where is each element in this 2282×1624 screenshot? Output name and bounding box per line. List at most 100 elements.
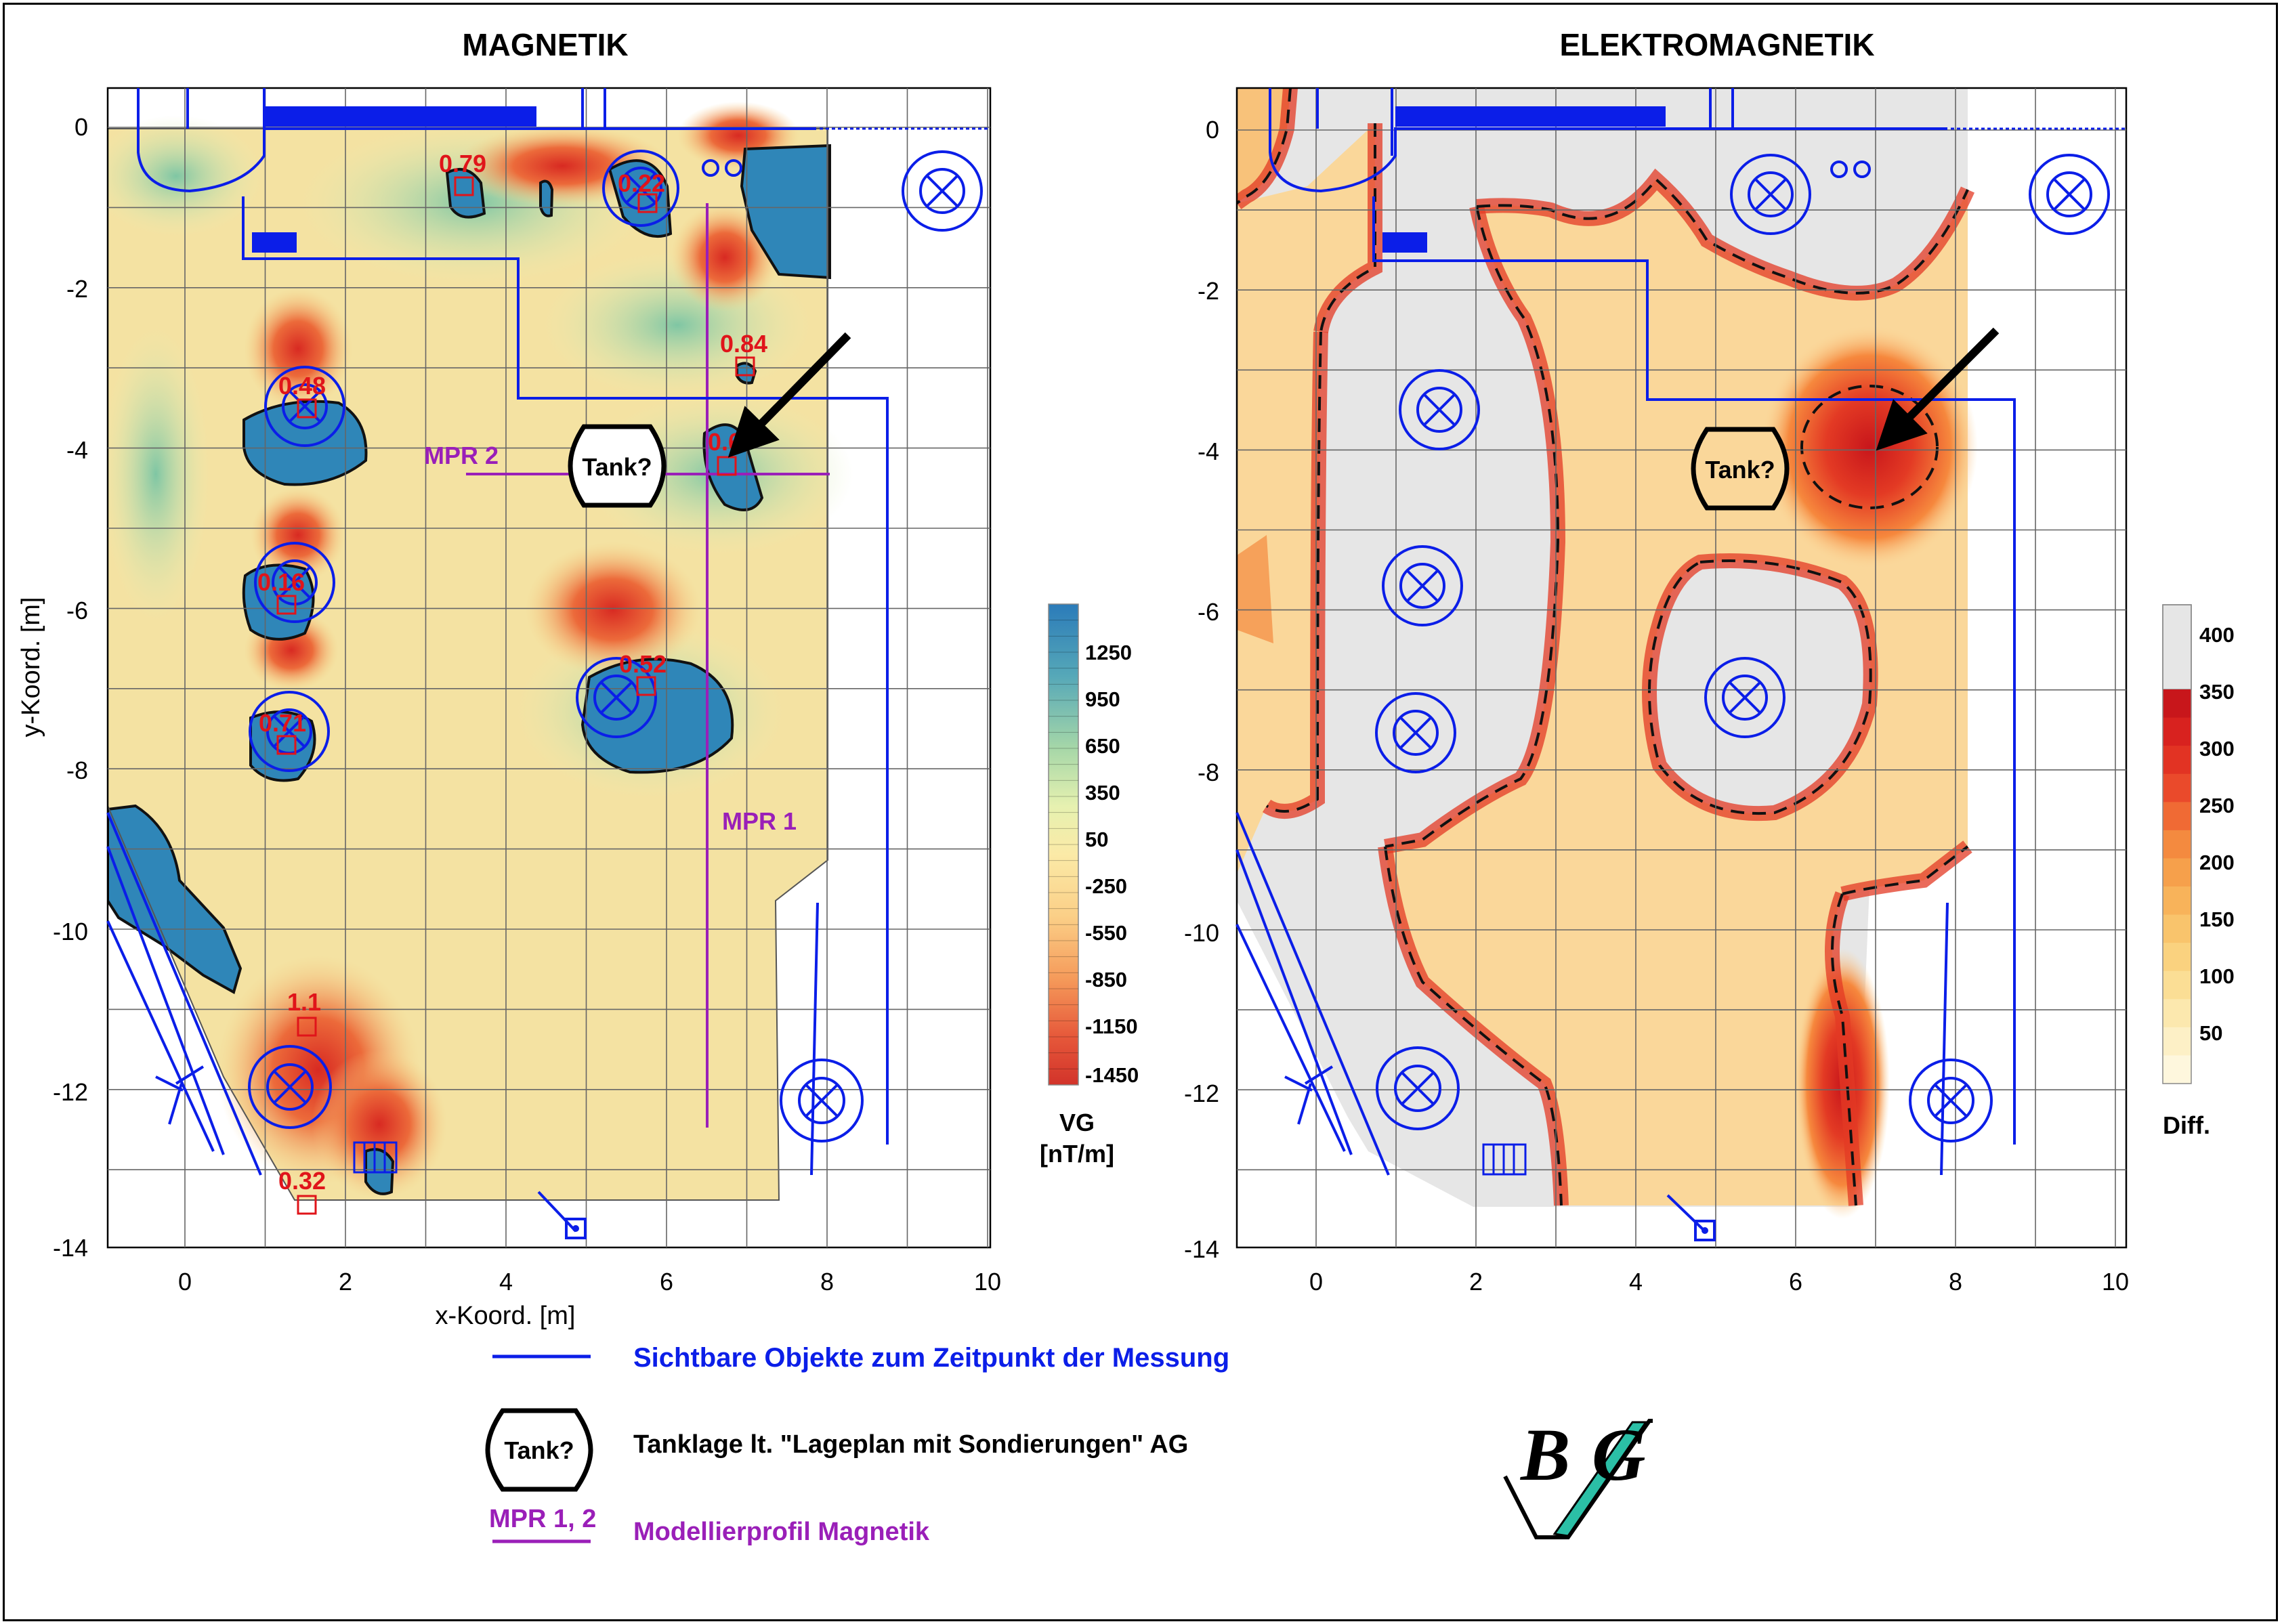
legend-visible-objects-text: Sichtbare Objekte zum Zeitpunkt der Mess… xyxy=(633,1343,1229,1373)
diff-colorbar-band xyxy=(2163,1055,2191,1084)
diff-colorbar-band xyxy=(2163,943,2191,972)
magnetik-blue-anomaly xyxy=(608,159,673,238)
magnetik-ytick: -6 xyxy=(66,597,88,624)
magnetik-ylabel: y-Koord. [m] xyxy=(17,597,45,738)
anomaly-label: 0.22 xyxy=(618,169,665,197)
elektromagnetik-title: ELEKTROMAGNETIK xyxy=(1559,27,1874,62)
magnetik-ytick: -12 xyxy=(53,1078,88,1106)
elektromagnetik-gridlines xyxy=(1237,88,2126,1247)
vg-colorbar-label: -1450 xyxy=(1085,1063,1139,1087)
em-xtick: 2 xyxy=(1469,1268,1483,1296)
em-ytick: -6 xyxy=(1198,598,1219,626)
magnetik-xtick: 4 xyxy=(499,1268,513,1296)
magnetik-tank-label: Tank? xyxy=(582,453,652,481)
diff-colorbar-band xyxy=(2163,717,2191,746)
em-gray-hole xyxy=(1642,553,1878,821)
em-low-zone xyxy=(1237,123,1375,874)
vg-colorbar-label: 650 xyxy=(1085,734,1120,758)
elektromagnetik-map xyxy=(1237,88,1978,1219)
diff-colorbar-band xyxy=(2163,746,2191,775)
em-tank-label: Tank? xyxy=(1705,456,1775,484)
magnetik-blue-anomaly xyxy=(580,658,734,774)
legend-tank-text: Tanklage lt. "Lageplan mit Sondierungen"… xyxy=(633,1430,1188,1459)
magnetik-red-anomaly xyxy=(525,542,701,677)
diff-colorbar-band xyxy=(2163,914,2191,943)
mpr1-label: MPR 1 xyxy=(722,807,797,835)
shaft-symbol xyxy=(902,150,983,232)
vg-colorbar-label: 1250 xyxy=(1085,641,1132,664)
magnetik-grid xyxy=(106,87,992,1249)
diff-colorbar-band xyxy=(2163,886,2191,916)
magnetik-probe-squares xyxy=(276,176,755,1215)
diff-colorbar xyxy=(2162,604,2192,1084)
shaft-symbol xyxy=(1704,657,1786,738)
diff-colorbar-band xyxy=(2163,830,2191,859)
shaft-symbol xyxy=(1399,369,1480,450)
diff-colorbar-label: 350 xyxy=(2199,680,2235,704)
shaft-symbol xyxy=(602,150,679,227)
em-ytick: -14 xyxy=(1184,1235,1219,1263)
diff-colorbar-label: 100 xyxy=(2199,964,2235,988)
magnetik-shaft-symbols xyxy=(248,150,983,1142)
em-hatched-box xyxy=(1482,1143,1527,1176)
vg-colorbar-label: 950 xyxy=(1085,687,1120,711)
shaft-symbol xyxy=(1382,545,1463,626)
shaft-symbol xyxy=(1909,1059,1993,1142)
anomaly-label: 0.16 xyxy=(257,568,305,596)
diff-colorbar-band xyxy=(2163,802,2191,831)
anomaly-label: 0.6 xyxy=(708,428,742,456)
magnetik-xtick: 6 xyxy=(660,1268,673,1296)
diff-colorbar-band xyxy=(2163,773,2191,803)
shaft-symbol xyxy=(1730,154,1811,235)
vg-colorbar-label: -250 xyxy=(1085,874,1127,898)
em-xtick: 6 xyxy=(1789,1268,1802,1296)
anomaly-label: 1.1 xyxy=(287,988,321,1016)
em-xtick: 8 xyxy=(1949,1268,1962,1296)
shaft-symbol xyxy=(2029,154,2110,235)
magnetik-blue-anomaly xyxy=(539,179,554,217)
vg-colorbar-label: 50 xyxy=(1085,828,1108,851)
diff-colorbar-frame xyxy=(2162,604,2192,1084)
diff-colorbar-band xyxy=(2163,999,2191,1028)
vg-colorbar-label: -550 xyxy=(1085,921,1127,945)
vg-colorbar-title: VG xyxy=(1059,1109,1095,1136)
anomaly-label: 0.32 xyxy=(278,1167,326,1195)
mpr2-label: MPR 2 xyxy=(424,442,499,469)
magnetik-ytick: -8 xyxy=(66,756,88,784)
magnetik-visible-objects xyxy=(106,88,990,1239)
magnetik-hatched-box xyxy=(353,1141,398,1174)
shaft-symbol xyxy=(1375,692,1456,773)
logo-letter-g: G xyxy=(1592,1413,1645,1496)
vg-colorbar xyxy=(1048,603,1079,1086)
shaft-symbol xyxy=(1376,1046,1460,1130)
magnetik-ytick: -14 xyxy=(53,1234,88,1262)
vg-colorbar-unit: [nT/m] xyxy=(1040,1140,1114,1168)
diff-colorbar-label: 250 xyxy=(2199,794,2235,817)
shaft-symbol xyxy=(576,657,657,738)
anomaly-label: 0.71 xyxy=(259,709,306,737)
magnetik-blue-anomaly xyxy=(736,362,757,385)
magnetik-tank-symbol: Tank? xyxy=(568,424,667,508)
diff-colorbar-label: 400 xyxy=(2199,623,2235,647)
magnetik-blue-anomaly xyxy=(740,144,831,280)
magnetik-gridlines xyxy=(108,88,990,1247)
magnetik-xtick: 10 xyxy=(974,1268,1001,1296)
diff-colorbar-band xyxy=(2163,1027,2191,1056)
em-arrow xyxy=(1876,327,2000,451)
legend-mpr-text: Modellierprofil Magnetik xyxy=(633,1518,930,1546)
magnetik-map xyxy=(108,102,853,1201)
magnetik-blue-anomaly xyxy=(242,400,368,486)
magnetik-xtick: 0 xyxy=(178,1268,192,1296)
em-low-zone xyxy=(1237,535,1273,643)
diff-colorbar-title: Diff. xyxy=(2163,1111,2210,1139)
magnetik-xtick: 8 xyxy=(820,1268,834,1296)
em-ytick: -12 xyxy=(1184,1080,1219,1107)
vg-colorbar-label: -850 xyxy=(1085,968,1127,991)
legend-tank-label: Tank? xyxy=(504,1436,574,1464)
magnetik-ytick: -10 xyxy=(53,918,88,945)
diff-colorbar-label: 300 xyxy=(2199,737,2235,761)
logo-letter-b: B xyxy=(1519,1413,1570,1496)
em-ytick: -4 xyxy=(1198,437,1219,465)
magnetik-blue-anomaly xyxy=(108,804,242,994)
anomaly-label: 0.52 xyxy=(619,650,667,678)
